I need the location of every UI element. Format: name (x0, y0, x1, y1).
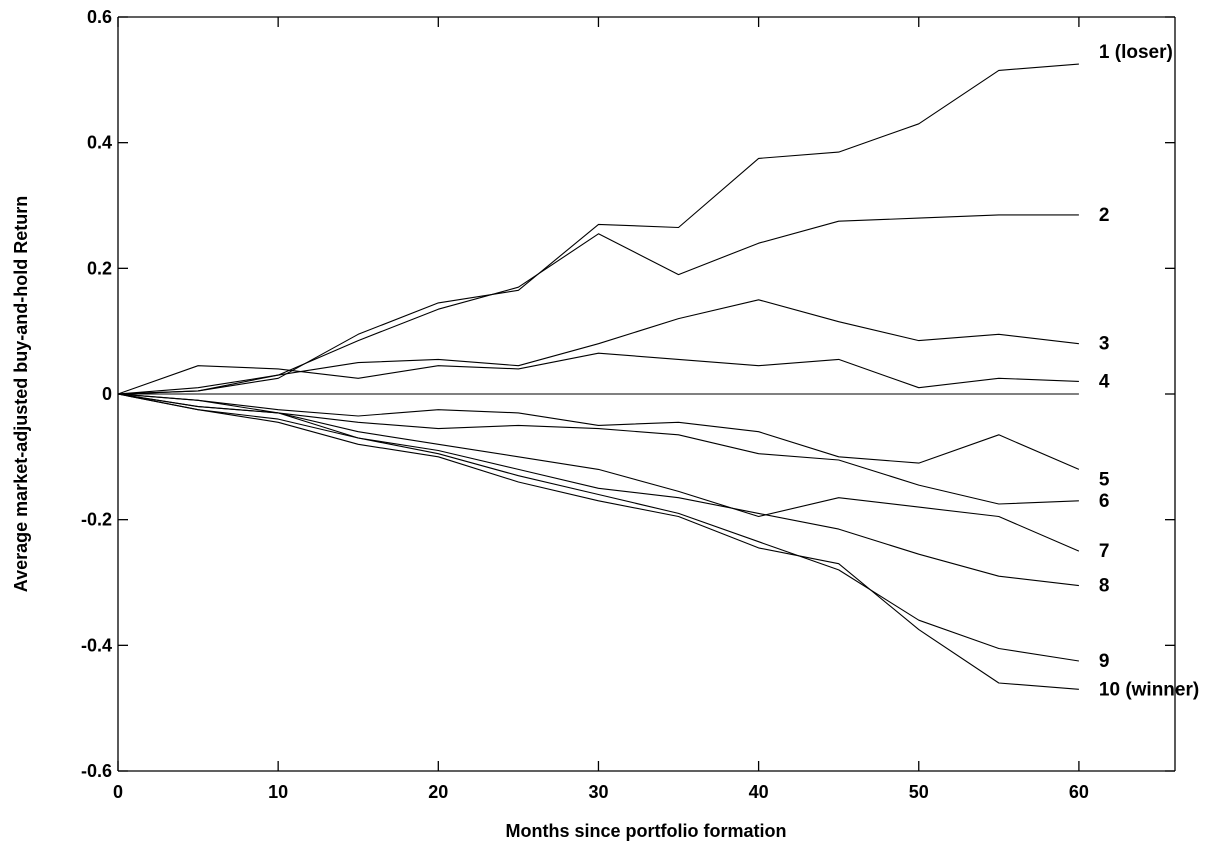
series-line-10 (117, 393, 1079, 690)
series-label-9: 9 (1099, 651, 1110, 672)
series-label-8: 8 (1099, 576, 1110, 597)
x-axis-label: Months since portfolio formation (506, 821, 787, 841)
series-line-9 (117, 393, 1079, 662)
series-line-1 (117, 63, 1079, 395)
series-line-6 (117, 393, 1079, 505)
series-line-2 (117, 214, 1079, 395)
y-axis-ticks: 0.6 0.4 0.2 0 -0.2 -0.4 -0.6 (81, 7, 1175, 781)
y-tick-label: 0 (102, 384, 112, 404)
series-line-3 (117, 299, 1079, 395)
y-tick-label: 0.6 (87, 7, 112, 27)
series-label-6: 6 (1099, 491, 1110, 512)
series-line-5 (117, 393, 1080, 470)
x-tick-label: 40 (749, 782, 769, 802)
x-tick-label: 0 (113, 782, 123, 802)
series-label-1: 1 (loser) (1099, 42, 1173, 63)
series-label-2: 2 (1099, 205, 1110, 226)
y-axis-label: Average market-adjusted buy-and-hold Ret… (11, 196, 31, 592)
series-label-4: 4 (1099, 371, 1110, 392)
x-tick-label: 50 (909, 782, 929, 802)
x-tick-label: 20 (428, 782, 448, 802)
series-label-5: 5 (1099, 469, 1110, 490)
y-tick-label: -0.6 (81, 761, 112, 781)
y-tick-label: 0.2 (87, 258, 112, 278)
x-axis-ticks: 0 10 20 30 40 50 60 (113, 17, 1089, 802)
y-tick-label: 0.4 (87, 133, 112, 153)
series-line-4 (117, 352, 1079, 395)
series-label-7: 7 (1099, 541, 1110, 562)
y-tick-label: -0.2 (81, 510, 112, 530)
y-tick-label: -0.4 (81, 635, 112, 655)
series-labels: 1 (loser) 2 3 4 56 7 8 9 10 (winner) (1099, 42, 1199, 700)
series-label-3: 3 (1099, 334, 1110, 355)
series-line-8 (117, 393, 1079, 587)
series-label-10: 10 (winner) (1099, 679, 1199, 700)
x-tick-label: 10 (268, 782, 288, 802)
x-tick-label: 30 (588, 782, 608, 802)
x-tick-label: 60 (1069, 782, 1089, 802)
series-lines (117, 63, 1080, 690)
